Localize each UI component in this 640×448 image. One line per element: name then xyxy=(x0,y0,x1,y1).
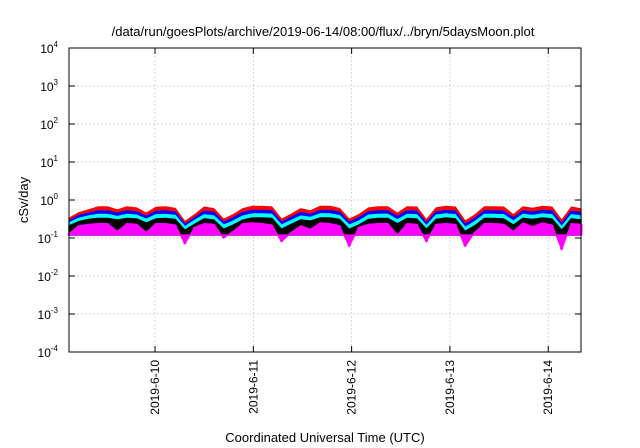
y-tick-label: 10-2 xyxy=(38,268,59,284)
x-axis-label: Coordinated Universal Time (UTC) xyxy=(225,430,424,445)
y-tick-label: 100 xyxy=(40,192,58,208)
y-tick-label: 102 xyxy=(40,116,58,132)
y-tick-label: 101 xyxy=(40,154,58,170)
y-tick-label: 10-3 xyxy=(38,306,59,322)
x-tick-label: 2019-6-13 xyxy=(443,360,457,415)
x-tick-label: 2019-6-14 xyxy=(541,360,555,415)
x-tick-label: 2019-6-10 xyxy=(148,360,162,415)
y-tick-label: 10-1 xyxy=(38,230,59,246)
y-axis-ticks: 104 103 102 101 100 10-1 10-2 10-3 10-4 xyxy=(38,40,581,360)
y-axis-label: cSv/day xyxy=(16,176,31,223)
y-tick-label: 10-4 xyxy=(38,344,59,360)
x-tick-label: 2019-6-12 xyxy=(345,360,359,415)
y-tick-label: 103 xyxy=(40,78,58,94)
grid-lines xyxy=(69,48,581,352)
y-tick-label: 104 xyxy=(40,40,58,56)
x-tick-label: 2019-6-11 xyxy=(246,360,260,414)
x-axis-ticks: 2019-6-10 2019-6-11 2019-6-12 2019-6-13 2019… xyxy=(148,48,555,415)
chart-title: /data/run/goesPlots/archive/2019-06-14/0… xyxy=(112,24,535,39)
series-layer xyxy=(67,205,583,252)
